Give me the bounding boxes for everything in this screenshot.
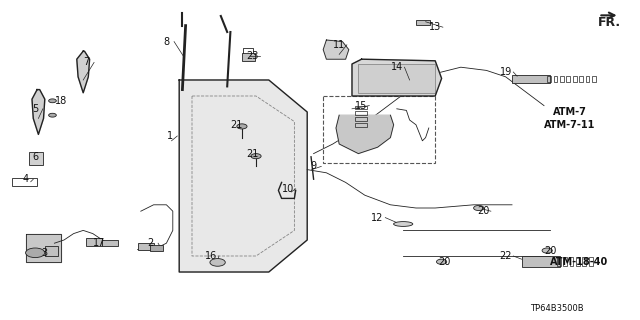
Text: 10: 10	[282, 184, 294, 194]
Text: 1: 1	[166, 131, 173, 141]
Text: 22: 22	[499, 251, 512, 261]
Text: 19: 19	[499, 67, 512, 77]
Bar	[102, 240, 118, 246]
Polygon shape	[336, 115, 394, 154]
Bar	[522, 256, 560, 267]
Bar	[570, 257, 573, 266]
Text: 12: 12	[371, 212, 384, 223]
Circle shape	[542, 248, 552, 253]
Text: 5: 5	[32, 104, 38, 114]
Bar	[566, 76, 570, 82]
Circle shape	[436, 259, 447, 264]
Bar	[138, 243, 154, 250]
Bar	[547, 76, 551, 82]
Circle shape	[26, 248, 45, 258]
Text: 3: 3	[42, 248, 48, 258]
Circle shape	[251, 154, 261, 159]
Circle shape	[237, 124, 247, 129]
Bar	[355, 111, 367, 115]
Bar	[563, 257, 567, 266]
Text: 18: 18	[54, 96, 67, 106]
Bar	[576, 257, 580, 266]
Text: 8: 8	[163, 36, 170, 47]
Bar	[358, 64, 435, 93]
Bar	[560, 76, 564, 82]
Bar	[579, 76, 583, 82]
Text: 21: 21	[230, 120, 243, 130]
Text: 2: 2	[147, 238, 154, 248]
Bar	[512, 75, 550, 83]
Bar	[29, 152, 43, 165]
Text: 20: 20	[544, 246, 557, 256]
Text: 17: 17	[93, 238, 106, 248]
Polygon shape	[32, 90, 45, 134]
Text: FR.: FR.	[598, 16, 621, 29]
Text: 16: 16	[205, 251, 218, 261]
Text: TP64B3500B: TP64B3500B	[530, 304, 584, 313]
Text: 23: 23	[246, 51, 259, 61]
Bar	[45, 246, 58, 256]
Bar	[355, 117, 367, 121]
Bar	[242, 53, 255, 61]
Bar	[557, 257, 561, 266]
Polygon shape	[323, 40, 349, 59]
Bar	[416, 20, 430, 25]
Bar	[554, 76, 557, 82]
Bar	[12, 178, 37, 186]
Bar	[355, 106, 367, 109]
Circle shape	[49, 113, 56, 117]
Polygon shape	[77, 51, 90, 93]
Polygon shape	[26, 234, 61, 262]
Text: 21: 21	[246, 148, 259, 159]
Bar	[355, 123, 367, 127]
Text: 4: 4	[22, 174, 29, 184]
Circle shape	[474, 205, 484, 211]
Polygon shape	[179, 80, 307, 272]
Text: 20: 20	[438, 257, 451, 268]
Polygon shape	[352, 59, 442, 96]
Bar	[573, 76, 577, 82]
Bar	[589, 257, 593, 266]
Bar	[86, 238, 102, 246]
Text: ATM-7-11: ATM-7-11	[544, 120, 595, 130]
Bar	[586, 76, 589, 82]
Text: 15: 15	[355, 100, 368, 111]
Ellipse shape	[394, 221, 413, 227]
Text: 6: 6	[32, 152, 38, 162]
Bar	[592, 76, 596, 82]
Bar	[582, 257, 586, 266]
Text: 7: 7	[83, 57, 90, 68]
Bar	[323, 96, 435, 163]
Circle shape	[210, 259, 225, 266]
Text: ATM-7: ATM-7	[553, 107, 586, 117]
Text: 13: 13	[429, 22, 442, 32]
Bar	[150, 245, 163, 251]
Text: ATM-18-40: ATM-18-40	[550, 257, 609, 268]
Circle shape	[49, 99, 56, 103]
Text: 9: 9	[310, 161, 317, 172]
Text: 20: 20	[477, 206, 490, 216]
Text: 11: 11	[333, 40, 346, 50]
Text: 14: 14	[390, 62, 403, 72]
